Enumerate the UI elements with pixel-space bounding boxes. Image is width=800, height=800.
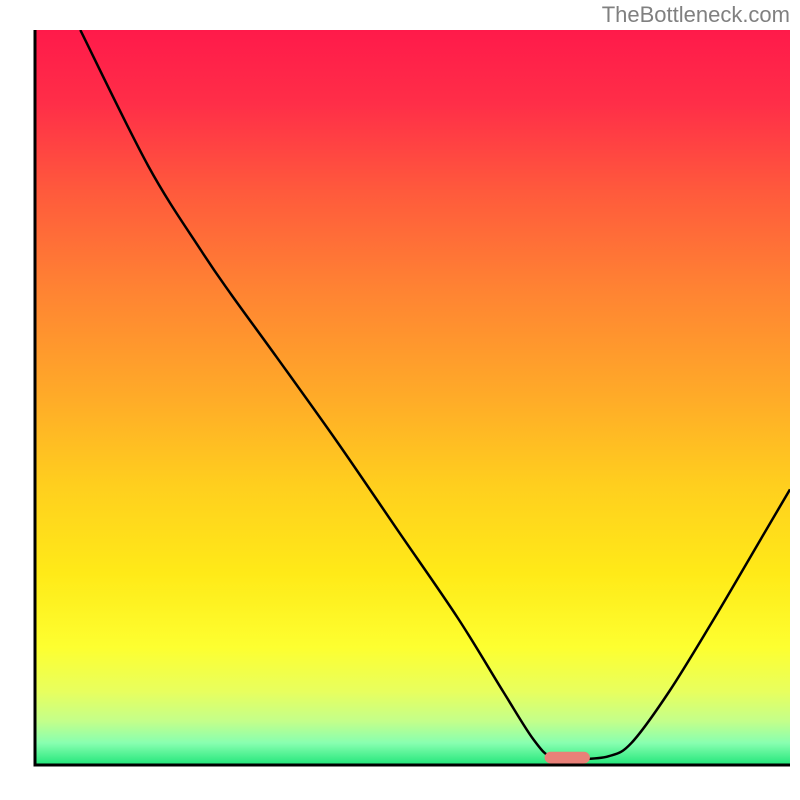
chart-svg [0, 0, 800, 800]
plot-background [35, 30, 790, 765]
watermark-text: TheBottleneck.com [602, 2, 790, 28]
optimum-marker [545, 752, 590, 764]
bottleneck-chart: TheBottleneck.com [0, 0, 800, 800]
